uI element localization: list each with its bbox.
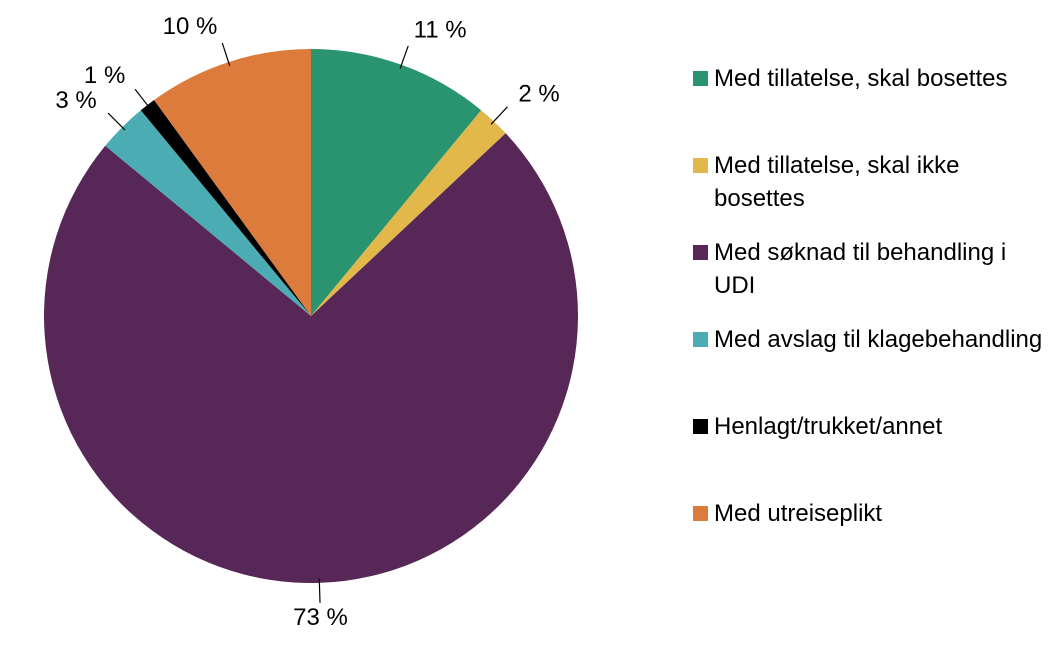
legend-swatch [693, 332, 708, 347]
legend-entry: Med utreiseplikt [693, 497, 1043, 584]
pie-slice [105, 110, 311, 316]
pie-slice [154, 49, 311, 316]
data-label: 3 % [55, 87, 96, 114]
data-label: 73 % [293, 604, 348, 631]
leader-line [134, 88, 151, 109]
legend-label: Med tillatelse, skal bosettes [714, 65, 1008, 92]
legend-swatch [693, 506, 708, 521]
pie-slice [140, 99, 311, 316]
legend-label: Med utreiseplikt [714, 500, 883, 527]
leader-line [490, 106, 508, 125]
legend-swatch [693, 419, 708, 434]
leader-line [107, 112, 126, 131]
pie-slice [311, 49, 482, 316]
data-label: 2 % [518, 80, 559, 107]
legend-entry: Med tillatelse, skal ikke bosettes [693, 149, 1043, 236]
legend-entry: Med avslag til klagebehandling [693, 323, 1043, 410]
legend-label: Med tillatelse, skal ikke bosettes [714, 152, 960, 212]
pie-slice [44, 133, 579, 583]
leader-line [399, 45, 409, 69]
leader-line [221, 42, 231, 67]
legend-label: Med avslag til klagebehandling [714, 326, 1043, 353]
legend-entry: Med søknad til behandling i UDI [693, 236, 1043, 323]
chart: 11 % 2 % 73 % 3 %1 % 10 % [44, 13, 579, 631]
data-label: 10 % [163, 13, 218, 40]
leader-line [318, 578, 321, 603]
legend-swatch [693, 71, 708, 86]
legend: Med tillatelse, skal bosettes Med tillate… [693, 62, 1043, 584]
legend-label: Med søknad til behandling i UDI [714, 239, 1007, 299]
legend-entry: Henlagt/trukket/annet [693, 410, 1043, 497]
data-label: 1 % [84, 62, 125, 89]
legend-swatch [693, 158, 708, 173]
legend-label: Henlagt/trukket/annet [714, 413, 943, 440]
pie-slice [311, 110, 506, 316]
legend-entry: Med tillatelse, skal bosettes [693, 62, 1043, 149]
legend-swatch [693, 245, 708, 260]
data-label: 11 % [414, 16, 467, 43]
